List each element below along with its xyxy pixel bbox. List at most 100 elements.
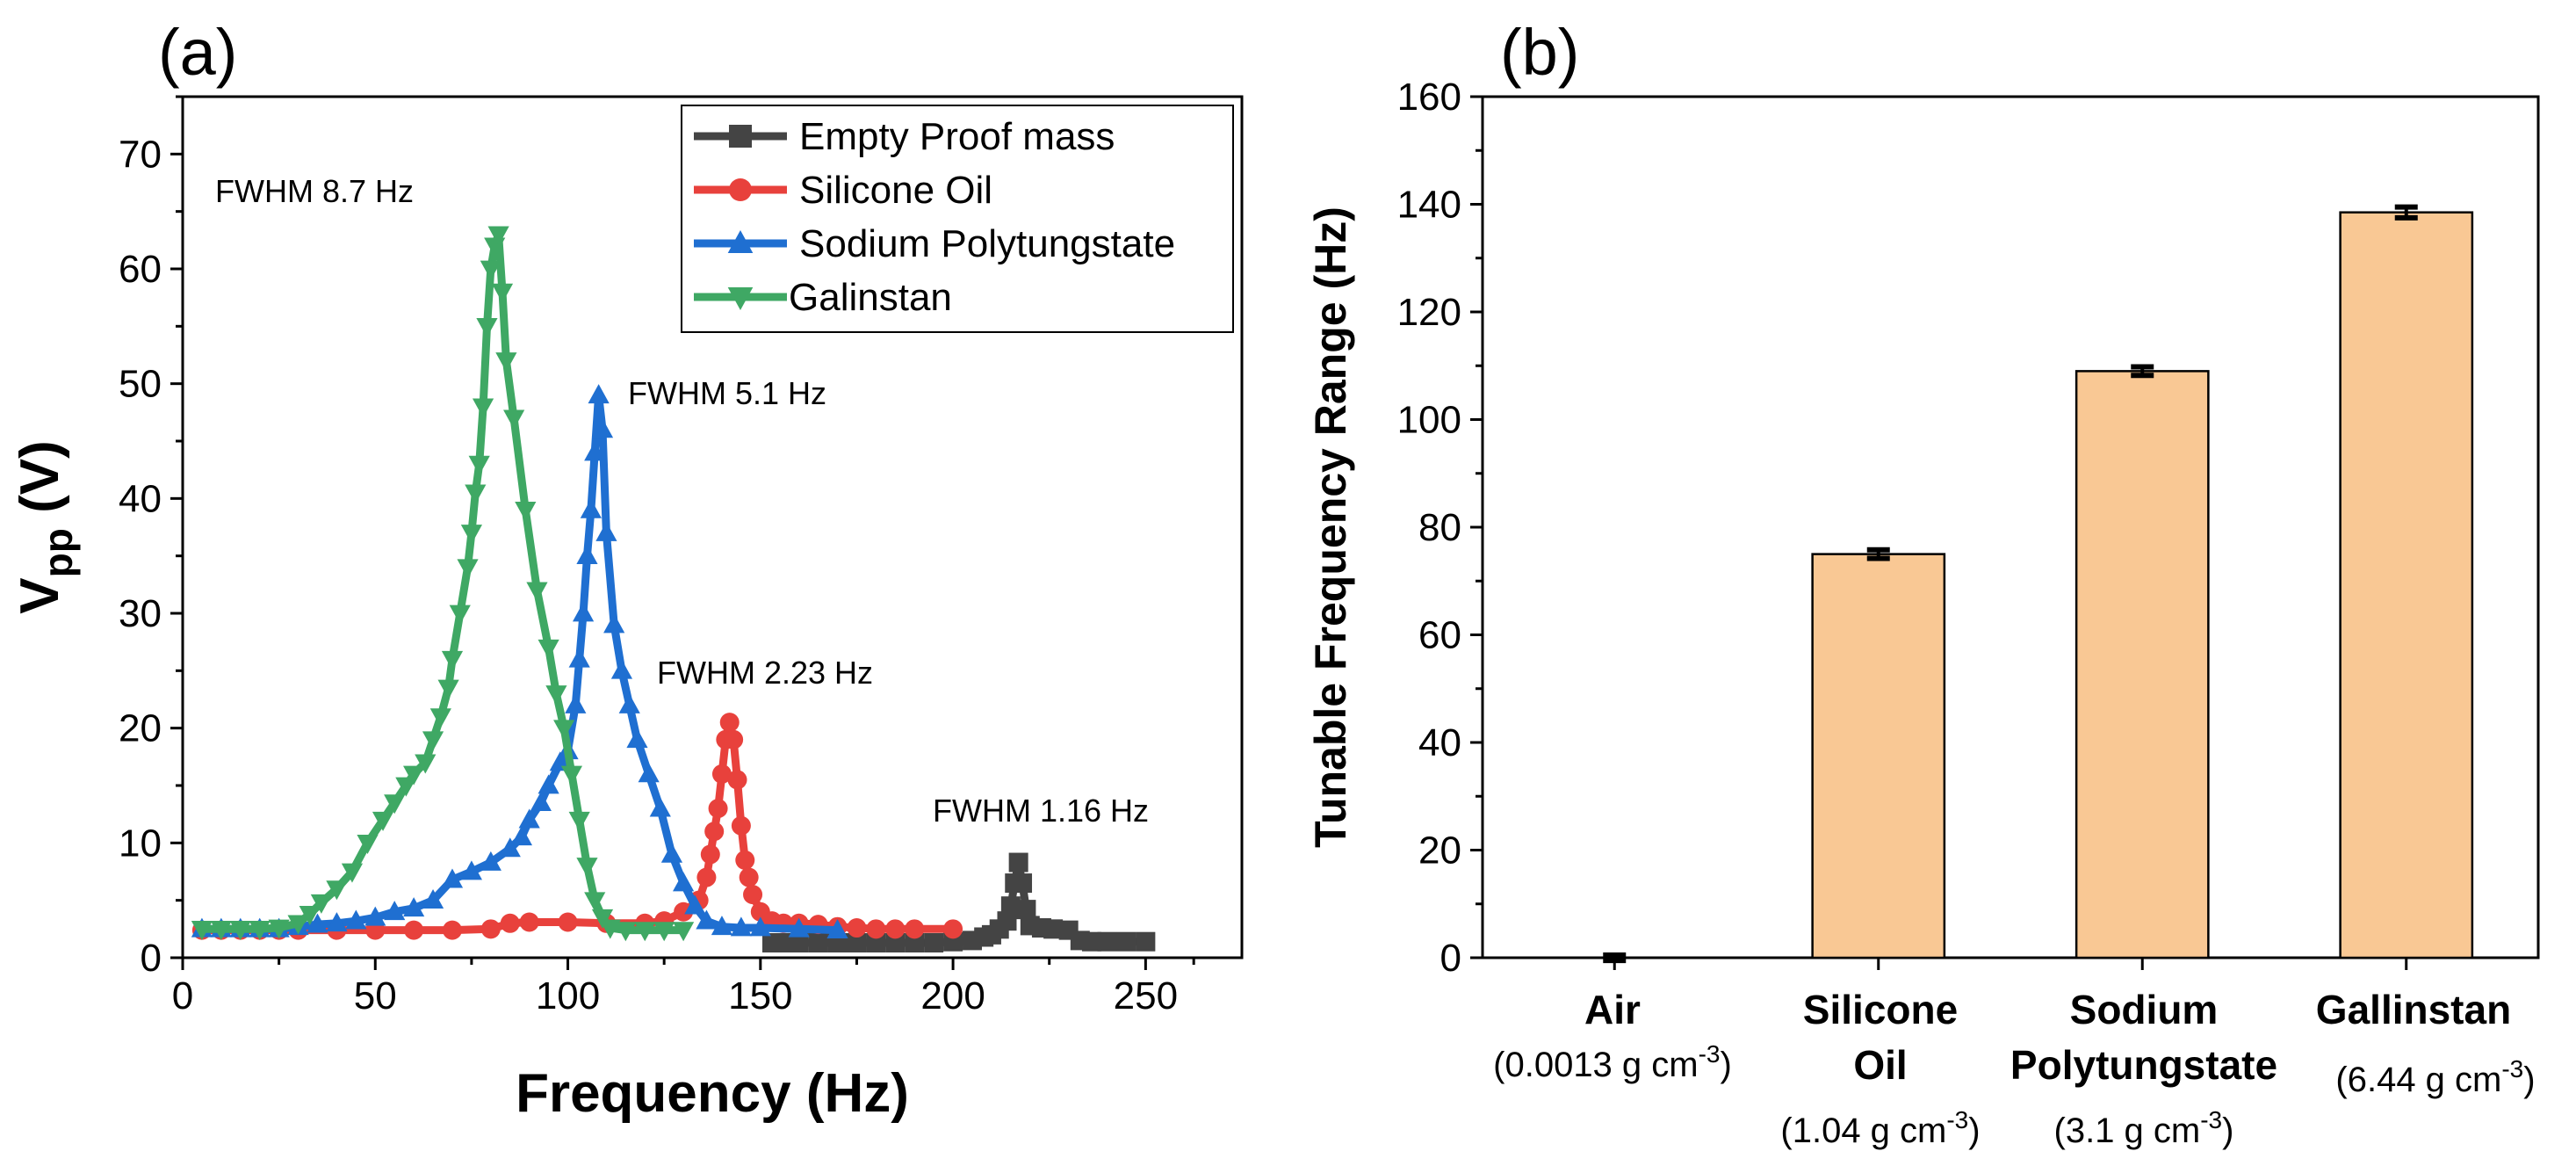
data-point-silicone-oil [711,764,732,784]
data-point-sodium-polytungstate [749,916,771,937]
data-point-sodium-polytungstate [595,521,617,541]
panel-b-bars [1603,204,2474,964]
data-point-sodium-polytungstate [603,613,625,634]
data-point-silicone-oil [700,844,720,865]
data-point-galinstan [538,639,559,659]
data-point-empty-proof-mass [1136,931,1156,952]
panel-a-y-axis-label: Vpp (V) [10,440,81,613]
data-point-galinstan [472,398,494,418]
legend-marker-empty-proof-mass [729,125,752,148]
data-point-galinstan [310,894,332,914]
y-label-subscript: pp [35,528,81,577]
data-point-silicone-oil [724,729,744,749]
data-point-galinstan [545,685,567,706]
y-label-main: V [10,577,70,613]
data-point-galinstan [515,502,537,522]
data-point-galinstan [415,754,437,774]
data-point-galinstan [441,650,464,670]
panel-a-ticks: 0 50 100 150 200 250 0 10 20 30 40 50 60 70 [119,95,1195,1017]
y-tick-label: 40 [119,477,162,520]
panel-a-label: (a) [158,16,237,89]
data-point-galinstan [560,765,583,786]
series-empty-proof-mass [761,852,1156,953]
y-label-unit: (V) [10,440,70,528]
legend-marker-silicone-oil [729,178,752,201]
annotation-fwhm-galinstan: FWHM 8.7 Hz [215,173,414,209]
y-tick-label: 160 [1397,76,1461,119]
data-point-sodium-polytungstate [384,901,406,921]
error-bar-sodium-polytungstate [2131,364,2154,379]
data-point-empty-proof-mass [1043,919,1064,939]
data-point-galinstan [249,920,271,940]
density-sodium-polytungstate: (3.1 g cm-3) [2054,1106,2234,1150]
data-point-empty-proof-mass [1081,931,1101,952]
data-point-sodium-polytungstate [576,545,598,565]
data-point-sodium-polytungstate [403,897,425,917]
data-point-galinstan [429,708,451,728]
data-point-silicone-oil [885,919,906,939]
data-point-galinstan [229,920,251,940]
data-point-galinstan [495,352,517,373]
data-point-galinstan [460,525,483,545]
data-point-sodium-polytungstate [788,917,810,938]
legend: Empty Proof mass Silicone Oil Sodium Pol… [681,105,1234,333]
data-point-silicone-oil [866,919,886,939]
category-labels: Air (0.0013 g cm-3) Silicone Oil (1.04 g… [1493,987,2535,1150]
data-point-galinstan [457,559,479,579]
density-air: (0.0013 g cm-3) [1493,1040,1732,1084]
y-tick-label: 120 [1397,291,1461,334]
data-point-galinstan [384,794,406,815]
data-point-galinstan [287,915,309,935]
legend-entry-silicone-oil: Silicone Oil [799,169,992,212]
data-point-sodium-polytungstate [538,774,559,794]
legend-entry-sodium-polytungstate: Sodium Polytungstate [799,222,1175,265]
data-point-empty-proof-mass [774,933,794,953]
data-point-galinstan [449,605,471,625]
data-point-galinstan [673,922,695,942]
data-point-sodium-polytungstate [826,918,848,938]
data-point-galinstan [634,922,656,942]
data-point-galinstan [615,922,637,942]
data-point-galinstan [476,317,498,337]
data-point-galinstan [437,679,459,699]
category-air: Air [1584,987,1641,1032]
data-point-sodium-polytungstate [460,860,483,880]
data-point-galinstan [487,226,509,246]
category-gallinstan: Gallinstan [2316,987,2511,1032]
data-point-sodium-polytungstate [649,797,671,817]
density-silicone-oil: (1.04 g cm-3) [1780,1106,1980,1150]
data-point-empty-proof-mass [1116,931,1136,952]
data-point-galinstan [653,922,675,942]
data-point-sodium-polytungstate [518,808,540,829]
annotation-fwhm-silicone-oil: FWHM 2.23 Hz [657,655,873,691]
data-point-galinstan [491,283,514,303]
y-tick-label: 0 [141,937,162,980]
density-gallinstan: (6.44 g cm-3) [2335,1055,2535,1099]
category-oil: Oil [1853,1042,1907,1088]
data-point-empty-proof-mass [847,933,867,953]
panel-b-y-axis-label: Tunable Frequency Range (Hz) [1306,206,1355,848]
data-point-sodium-polytungstate [618,693,640,713]
data-point-galinstan [526,582,548,602]
data-point-sodium-polytungstate [730,916,752,937]
panel-b: (b) 0 20 40 60 80 100 120 140 160 Tunable Freque… [1306,16,2540,1150]
data-point-sodium-polytungstate [584,441,606,461]
y-tick-label: 60 [1418,614,1461,657]
data-point-silicone-oil [719,713,740,733]
data-point-empty-proof-mass [866,933,886,953]
y-tick-label: 140 [1397,184,1461,227]
data-point-sodium-polytungstate [660,843,683,863]
data-point-silicone-oil [519,912,539,932]
y-tick-label: 10 [119,822,162,865]
x-tick-label: 50 [354,974,397,1017]
error-bar-air [1603,952,1627,964]
data-point-empty-proof-mass [885,933,906,953]
data-point-sodium-polytungstate [480,851,501,871]
series-sodium-polytungstate [191,384,848,938]
data-point-galinstan [422,731,444,751]
data-point-empty-proof-mass [1097,931,1117,952]
data-point-galinstan [468,455,490,475]
data-point-sodium-polytungstate [711,916,733,936]
data-point-silicone-oil [674,901,694,922]
legend-marker-sodium-polytungstate [727,230,754,254]
